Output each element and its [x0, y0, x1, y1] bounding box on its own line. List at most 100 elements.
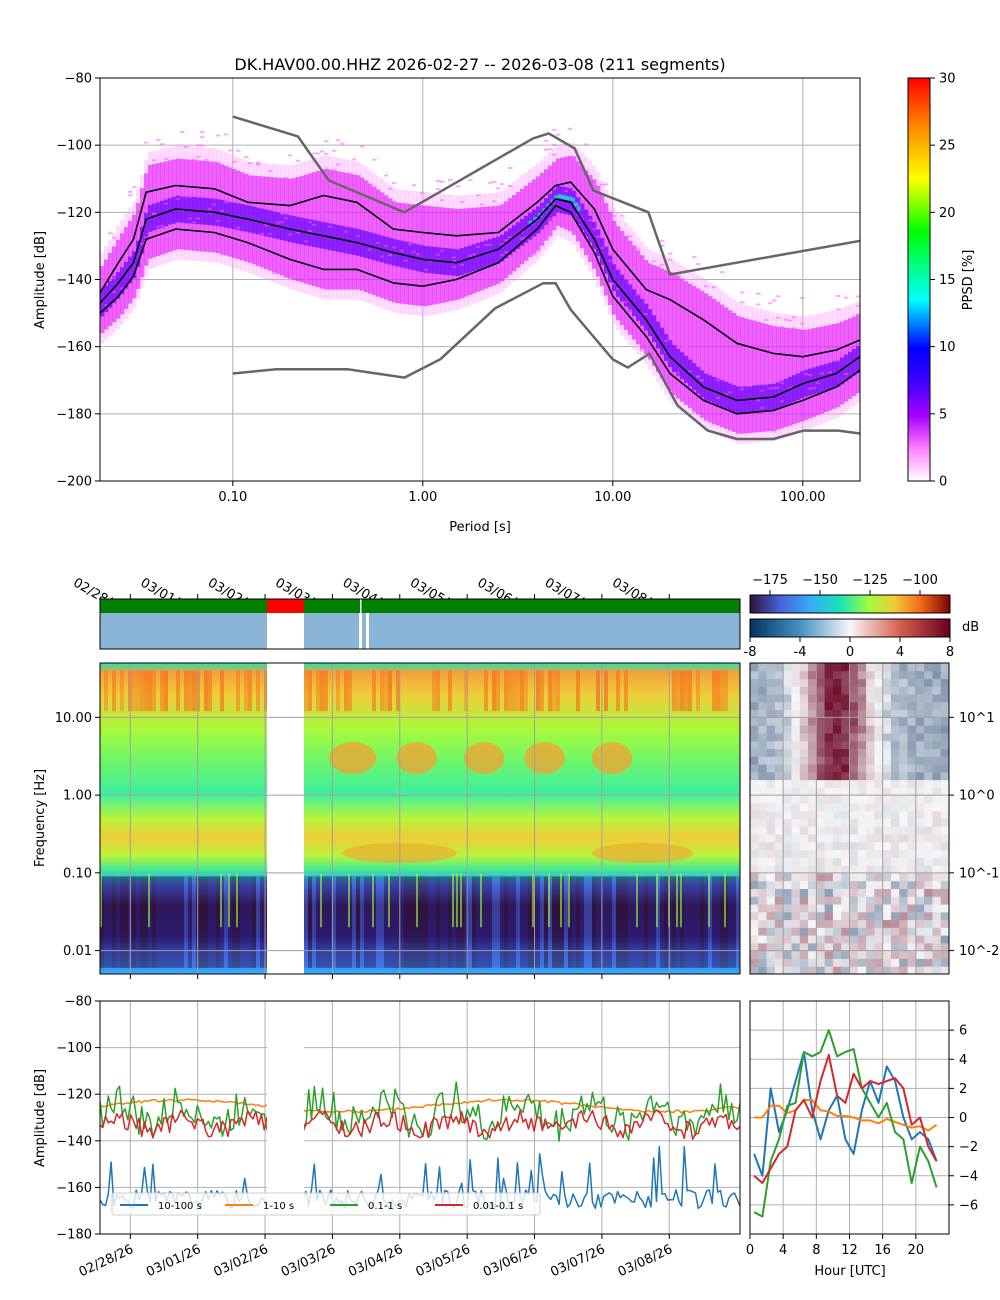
diurnal-cell [824, 849, 834, 858]
diurnal-cell [866, 686, 875, 695]
diurnal-cell [857, 919, 867, 928]
ppsd-density-speckle [512, 211, 517, 214]
diurnal-bands-line-1 [754, 1099, 938, 1132]
ppsd-density-core [604, 246, 609, 274]
diurnal-cell [832, 709, 842, 718]
ppsd-density-speckle [628, 309, 633, 312]
ppsd-density-speckle [128, 194, 133, 197]
diurnal-cell [924, 841, 933, 851]
ppsd-density-core [124, 261, 129, 289]
spectrogram-lowfreq-texture [492, 876, 496, 968]
diurnal-cell [766, 950, 776, 959]
spectrogram-lowfreq-texture [160, 876, 164, 968]
diurnal-cell [791, 818, 801, 827]
spectrogram-highfreq-burst [380, 670, 384, 712]
ppsd-density-speckle [632, 246, 637, 249]
spectrogram-spike [676, 872, 678, 928]
ppsd-density-speckle [660, 244, 665, 247]
diurnal-cell [832, 927, 842, 936]
ppsd-density-speckle [704, 405, 709, 408]
diurnal-cell [758, 701, 768, 711]
diurnal-cell [882, 701, 892, 711]
diurnal-cell [841, 927, 850, 936]
spectrogram-colorbars: −175 −150 −125 −100 -8 -4 0 4 8 dB [744, 573, 980, 660]
diurnal-cell [841, 834, 850, 843]
spectrogram-lowfreq-texture [488, 876, 492, 968]
ppsd-density-speckle [144, 141, 149, 144]
ppsd-colorbar-tick-label: 20 [939, 206, 956, 221]
diurnal-cell [758, 888, 768, 897]
ppsd-ticks: 0.10 1.00 10.00 100.00−200−180−160−140−120−… [56, 72, 825, 506]
spectrogram-highfreq-burst [448, 670, 452, 712]
ppsd-density-speckle [336, 139, 341, 142]
ppsd-density-speckle [852, 323, 857, 326]
diurnal-cell [766, 678, 776, 687]
spectrogram-lowfreq-texture [192, 876, 196, 968]
ppsd-density-speckle [296, 231, 301, 234]
diurnal-cell [824, 904, 834, 913]
diurnal-cell [924, 966, 933, 974]
ppsd-nhnm-curve [232, 115, 860, 276]
diurnal-cell [766, 849, 776, 858]
diurnal-cell [866, 927, 875, 936]
ppsd-density-speckle [556, 168, 561, 171]
ppsd-density-body [668, 271, 673, 391]
diurnal-cell [932, 717, 942, 726]
diurnal-cell [890, 771, 900, 781]
diurnal-cell [874, 717, 884, 726]
spectrogram-lowfreq-texture [660, 876, 664, 968]
ppsd-density-speckle [768, 302, 773, 305]
diurnal-cell [849, 779, 859, 788]
ppsd-density-speckle [816, 394, 821, 397]
diurnal-cell [874, 935, 884, 944]
diurnal-cell [791, 896, 801, 905]
spectrogram-daytime-noise [329, 741, 377, 774]
spectrogram-highfreq-burst [316, 670, 320, 712]
ppsd-density-core [704, 373, 709, 401]
ppsd-density-speckle [724, 393, 729, 396]
diurnal-cell [882, 663, 892, 672]
ppsd-colorbar-tick-label: 5 [939, 407, 947, 422]
diurnal-cell [841, 787, 850, 796]
ppsd-density-speckle [188, 217, 193, 220]
diurnal-cell [758, 865, 768, 874]
diurnal-cell [849, 896, 859, 905]
ppsd-density-speckle [488, 270, 493, 273]
diurnal-cell [783, 872, 792, 882]
diurnal-cell [799, 857, 809, 866]
ppsd-density-speckle [252, 254, 257, 257]
ppsd-density-body [660, 268, 665, 379]
ppsd-density-speckle [796, 335, 801, 338]
diurnal-cell [841, 911, 850, 921]
ppsd-density-core [584, 209, 589, 237]
ppsd-density-core [796, 373, 801, 401]
diurnal-cell [932, 748, 942, 757]
ppsd-density-speckle [648, 288, 653, 291]
ppsd-density-core [616, 269, 621, 297]
diurnal-cell [932, 678, 942, 687]
diurnal-cell [924, 880, 933, 889]
diurnal-cell [750, 872, 759, 882]
diurnal-cell [915, 717, 925, 726]
diurnal-cell [857, 787, 867, 796]
ppsd-density-speckle [452, 256, 457, 259]
spectrogram-lowfreq-texture [240, 876, 244, 968]
diurnal-cell [791, 826, 801, 835]
ppsd-density-speckle [808, 400, 813, 403]
spectrogram-lowfreq-texture [180, 876, 184, 968]
diurnal-cell [841, 865, 850, 874]
diurnal-cell [766, 717, 776, 726]
ppsd-density-speckle [436, 253, 441, 256]
ppsd-density-speckle [460, 264, 465, 267]
ppsd-density-speckle [844, 373, 849, 376]
diurnal-cell [750, 694, 759, 703]
diurnal-cell [832, 787, 842, 796]
diurnal-cell [849, 950, 859, 959]
diurnal-cell [924, 725, 933, 734]
diurnal-cell [882, 896, 892, 905]
ppsd-density-speckle [684, 345, 689, 348]
diurnal-cell [808, 904, 817, 913]
diurnal-cell [783, 663, 792, 672]
diurnal-cell [832, 942, 842, 952]
spectrogram-lowfreq-texture [700, 876, 704, 968]
